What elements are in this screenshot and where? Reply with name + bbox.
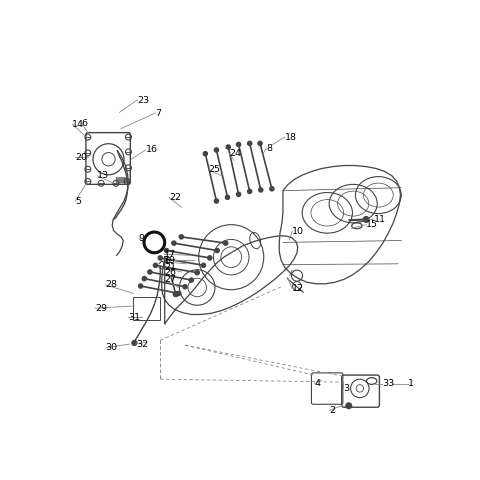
Circle shape <box>236 192 241 197</box>
Circle shape <box>158 256 162 260</box>
Text: 33: 33 <box>382 379 394 388</box>
Text: 25: 25 <box>208 166 220 174</box>
Circle shape <box>203 152 207 156</box>
Text: 28: 28 <box>106 280 118 289</box>
Circle shape <box>225 195 230 200</box>
Circle shape <box>148 270 152 274</box>
Text: 11: 11 <box>373 215 385 224</box>
Text: 14: 14 <box>72 120 84 129</box>
Text: 18: 18 <box>285 132 297 142</box>
Text: 17: 17 <box>164 250 176 259</box>
Text: 4: 4 <box>314 379 320 388</box>
Circle shape <box>346 403 352 408</box>
Text: 19: 19 <box>164 256 176 264</box>
Circle shape <box>258 141 262 145</box>
Circle shape <box>173 291 179 297</box>
Text: 3: 3 <box>343 384 349 393</box>
Circle shape <box>215 248 219 253</box>
Circle shape <box>207 256 212 260</box>
Text: 7: 7 <box>156 108 161 118</box>
Text: 5: 5 <box>75 196 81 205</box>
Circle shape <box>164 248 169 253</box>
Circle shape <box>179 235 183 239</box>
Circle shape <box>142 276 146 281</box>
Circle shape <box>132 340 137 346</box>
Text: 31: 31 <box>129 312 141 322</box>
Text: 23: 23 <box>137 96 149 105</box>
Circle shape <box>183 285 187 289</box>
Circle shape <box>189 278 193 282</box>
Circle shape <box>153 263 157 267</box>
Text: 20: 20 <box>75 153 87 162</box>
Text: 9: 9 <box>139 234 145 243</box>
Text: 21: 21 <box>164 263 176 272</box>
Text: 29: 29 <box>95 304 107 312</box>
Text: 13: 13 <box>97 171 109 180</box>
Circle shape <box>172 241 176 245</box>
Circle shape <box>259 188 263 192</box>
Text: 2: 2 <box>329 406 335 415</box>
Circle shape <box>226 145 230 149</box>
Circle shape <box>177 291 181 296</box>
Text: 16: 16 <box>145 145 157 155</box>
Circle shape <box>214 199 219 203</box>
Text: 27: 27 <box>164 275 176 284</box>
Circle shape <box>236 142 241 147</box>
Circle shape <box>224 241 228 245</box>
Circle shape <box>201 263 206 267</box>
Text: 8: 8 <box>266 144 272 153</box>
Circle shape <box>195 271 199 275</box>
Text: 32: 32 <box>136 339 148 348</box>
Circle shape <box>248 189 252 193</box>
Circle shape <box>270 187 274 191</box>
Text: 6: 6 <box>82 119 87 128</box>
Text: 26: 26 <box>164 268 176 277</box>
Text: 6: 6 <box>164 257 170 266</box>
Circle shape <box>248 141 252 145</box>
Text: 12: 12 <box>292 284 304 293</box>
Text: 15: 15 <box>366 220 378 229</box>
Text: 22: 22 <box>169 193 181 202</box>
Text: 24: 24 <box>229 149 241 158</box>
Circle shape <box>214 148 219 152</box>
Text: 30: 30 <box>106 343 118 352</box>
Text: 10: 10 <box>292 227 304 236</box>
Circle shape <box>138 284 143 288</box>
Circle shape <box>363 216 369 222</box>
Text: 1: 1 <box>408 379 414 388</box>
